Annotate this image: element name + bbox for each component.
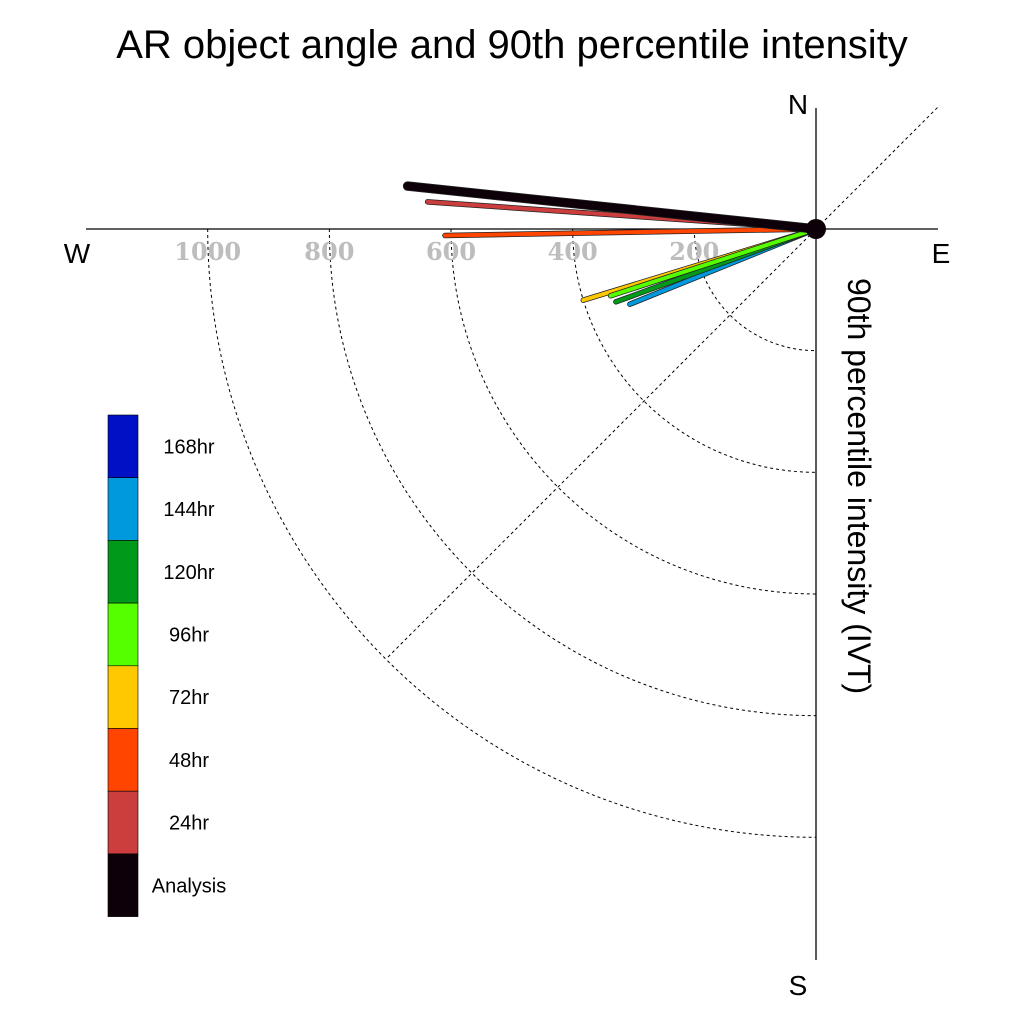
legend-label-48hr: 48hr [169,750,209,772]
grid-ring-800 [328,228,817,717]
grid-ring-400 [572,228,817,473]
vector-48hr [442,227,818,238]
tick-label-1000: 1000 [174,237,241,266]
legend: 168hr 144hr 120hr 96hr 72hr 48hr 24hr Analysis [107,414,226,917]
grid-ring-1000 [207,228,817,838]
legend-swatch-144hr [107,477,139,541]
vector-analysis [403,182,820,233]
legend-swatch-analysis [107,853,139,917]
legend-label-analysis: Analysis [152,875,226,897]
grid-ring-600 [450,228,817,595]
y-axis-label: 90th percentile intensity (IVT) [841,278,877,694]
chart-title: AR object angle and 90th percentile inte… [116,23,908,67]
legend-label-168hr: 168hr [163,436,214,458]
legend-label-120hr: 120hr [163,562,214,584]
legend-swatch-168hr [107,414,139,479]
diagonal-guide [387,106,939,658]
grid-ring-200 [693,228,817,352]
tick-label-600: 600 [426,237,476,266]
tick-label-400: 400 [548,237,598,266]
legend-swatch-24hr [107,790,139,855]
legend-label-72hr: 72hr [169,687,209,709]
legend-swatch-96hr [107,602,139,667]
tick-label-800: 800 [304,237,354,266]
origin-marker [806,219,826,239]
vector-96hr [608,227,818,298]
compass-west-label: W [64,238,91,269]
legend-label-144hr: 144hr [163,499,214,521]
compass-east-label: E [932,238,951,269]
legend-swatch-120hr [107,540,139,604]
legend-label-24hr: 24hr [169,813,209,835]
legend-swatch-72hr [107,665,139,729]
legend-swatch-48hr [107,728,139,792]
compass-north-label: N [788,89,808,120]
data-vectors [402,181,821,307]
polar-grid [207,228,817,838]
compass-south-label: S [789,970,808,1001]
legend-label-96hr: 96hr [169,624,209,646]
